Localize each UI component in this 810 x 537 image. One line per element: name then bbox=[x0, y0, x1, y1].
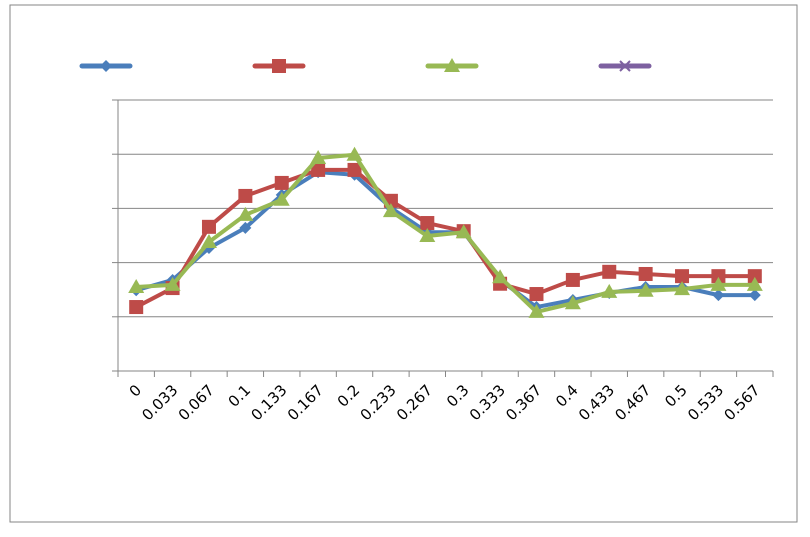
marker bbox=[419, 228, 436, 243]
marker bbox=[200, 234, 217, 249]
marker bbox=[311, 162, 326, 177]
marker bbox=[638, 266, 653, 281]
marker bbox=[238, 188, 253, 203]
marker bbox=[565, 272, 580, 287]
legend-marker bbox=[100, 60, 112, 72]
marker bbox=[675, 269, 690, 284]
marker bbox=[274, 175, 289, 190]
marker bbox=[239, 221, 252, 234]
marker bbox=[711, 269, 726, 284]
marker bbox=[746, 276, 763, 291]
marker bbox=[564, 295, 581, 310]
marker bbox=[382, 203, 399, 218]
marker bbox=[346, 146, 363, 161]
marker bbox=[310, 149, 327, 164]
marker bbox=[710, 276, 727, 291]
marker bbox=[674, 281, 691, 296]
marker bbox=[712, 289, 725, 302]
marker bbox=[237, 206, 254, 221]
chart-border bbox=[9, 4, 798, 523]
marker bbox=[528, 303, 545, 318]
marker bbox=[747, 269, 762, 284]
legend-marker bbox=[444, 58, 460, 72]
marker bbox=[164, 276, 181, 291]
legend-marker bbox=[619, 60, 631, 72]
marker bbox=[529, 287, 544, 302]
marker bbox=[602, 264, 617, 279]
marker bbox=[492, 269, 509, 284]
marker bbox=[420, 216, 435, 231]
marker bbox=[201, 219, 216, 234]
marker bbox=[637, 282, 654, 297]
marker bbox=[273, 191, 290, 206]
marker bbox=[128, 278, 145, 293]
marker bbox=[347, 162, 362, 177]
marker bbox=[455, 224, 472, 239]
legend-marker bbox=[272, 59, 286, 73]
marker bbox=[601, 283, 618, 298]
marker bbox=[129, 300, 144, 315]
marker bbox=[748, 289, 761, 302]
